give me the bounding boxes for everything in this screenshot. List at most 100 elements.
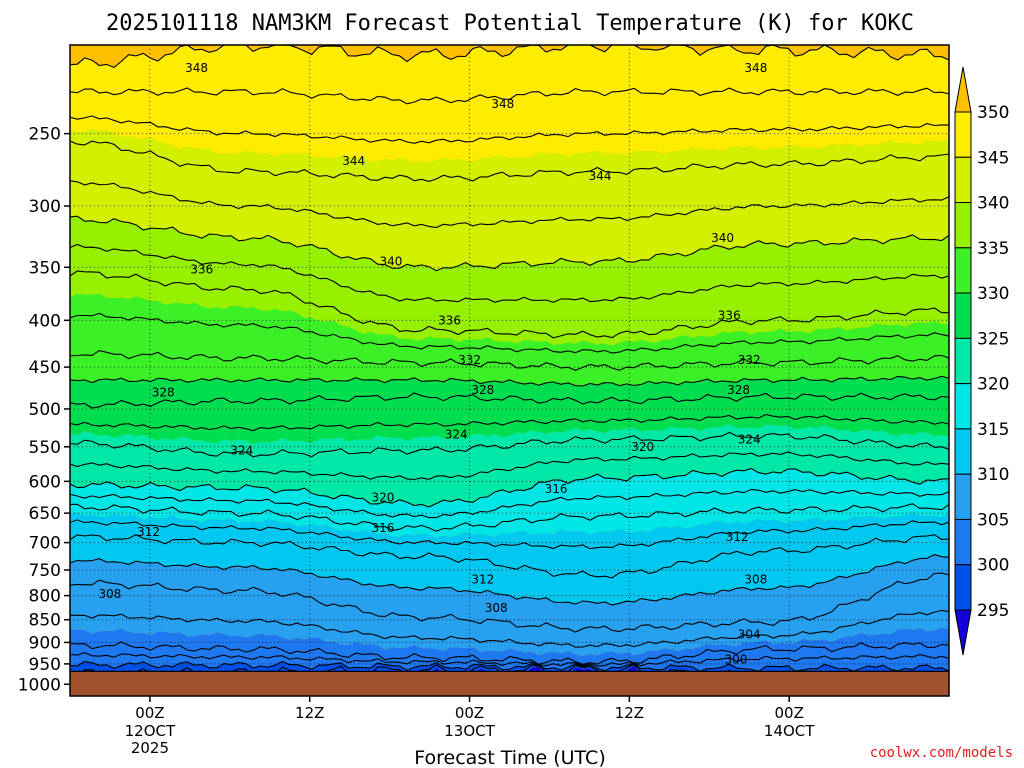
contour-label-328: 328: [152, 386, 175, 400]
x-tick-label-3: 12Z: [615, 704, 644, 722]
contour-label-328: 328: [471, 383, 494, 397]
contour-label-336: 336: [438, 313, 461, 327]
x-tick-label-1: 12Z: [295, 704, 324, 722]
contour-label-324: 324: [738, 433, 761, 447]
isentrope-342: [70, 180, 949, 229]
isentrope-322: [70, 451, 949, 481]
contour-label-320: 320: [631, 440, 654, 454]
contour-label-344: 344: [342, 154, 365, 168]
isentrope-300: [70, 660, 949, 672]
colorbar-min-triangle: [954, 609, 972, 656]
y-tick-label-950: 950: [29, 655, 61, 675]
contour-label-312: 312: [137, 525, 160, 539]
contour-label-300: 300: [724, 653, 747, 667]
isentrope-336: [70, 270, 949, 339]
y-tick-label-650: 650: [29, 504, 61, 524]
colorbar-label-325: 325: [977, 329, 1009, 349]
chart-title: 2025101118 NAM3KM Forecast Potential Tem…: [106, 11, 914, 36]
theta-band-3: [70, 554, 949, 656]
credit-text: coolwx.com/models: [870, 745, 1013, 761]
theta-band-11: [70, 45, 949, 163]
contour-label-332: 332: [738, 353, 761, 367]
x-tick-date-2: 13OCT: [444, 722, 495, 740]
isentrope-350: [70, 45, 949, 69]
colorbar-max-triangle: [954, 66, 972, 113]
colorbar-label-350: 350: [977, 103, 1009, 123]
colorbar-swatch-1: [954, 156, 972, 204]
isentrope-312: [70, 534, 949, 579]
isentrope-318: [70, 488, 949, 519]
colorbar-label-295: 295: [977, 601, 1009, 621]
theta-band-8: [70, 293, 949, 386]
x-tick-label-4: 00Z: [774, 704, 803, 722]
contour-label-344: 344: [589, 169, 612, 183]
colorbar-swatch-4: [954, 292, 972, 339]
contour-label-336: 336: [718, 308, 741, 322]
isentrope-316: [70, 503, 949, 532]
isentrope-348: [70, 87, 949, 105]
contour-label-328: 328: [727, 383, 750, 397]
isentrope-344: [70, 140, 949, 182]
contour-label-312: 312: [471, 572, 494, 586]
isentrope-306: [70, 609, 949, 648]
y-tick-label-700: 700: [29, 534, 61, 554]
colorbar-swatch-5: [954, 337, 972, 385]
colorbar-swatch-7: [954, 428, 972, 475]
theta-band-4: [70, 512, 949, 605]
theta-band-5: [70, 468, 949, 538]
theta-band-10: [70, 128, 949, 271]
isentrope-314: [70, 519, 949, 550]
y-tick-label-500: 500: [29, 400, 61, 420]
contour-label-348: 348: [185, 61, 208, 75]
y-tick-label-1000: 1000: [18, 675, 61, 695]
contour-label-320: 320: [372, 491, 395, 505]
x-tick-label-0: 00Z: [135, 704, 164, 722]
theta-band-12: [70, 45, 949, 68]
y-tick-label-400: 400: [29, 311, 61, 331]
theta-band-9: [70, 216, 949, 346]
isentrope-302: [70, 652, 949, 667]
plot-frame: [69, 44, 950, 697]
colorbar-label-340: 340: [977, 194, 1009, 214]
colorbar-label-345: 345: [977, 148, 1009, 168]
contour-label-308: 308: [744, 572, 767, 586]
colorbar-swatch-9: [954, 518, 972, 566]
y-tick-label-800: 800: [29, 587, 61, 607]
colorbar-label-305: 305: [977, 510, 1009, 530]
colorbar-swatch-0: [954, 111, 972, 158]
colorbar-label-315: 315: [977, 420, 1009, 440]
theta-band-7: [70, 376, 949, 444]
isentrope-340: [70, 215, 949, 272]
y-axis: 2503003504004505005506006507007508008509…: [18, 125, 70, 695]
colorbar-swatch-2: [954, 202, 972, 249]
isentrope-346: [70, 115, 949, 144]
isentrope-332: [70, 350, 949, 371]
isentrope-334: [70, 312, 949, 354]
ground: [70, 671, 949, 696]
y-tick-label-600: 600: [29, 472, 61, 492]
x-tick-date-4: 14OCT: [764, 722, 815, 740]
plot-area: 348 348 348 344 344 340 340 336 336 336 332 332 328 3…: [70, 45, 949, 696]
colorbar: 295 300 305 310 315 320 325 330 335 340 345 350: [954, 66, 1009, 656]
y-tick-label-900: 900: [29, 633, 61, 653]
isentrope-320: [70, 467, 949, 508]
colorbar-label-310: 310: [977, 465, 1009, 485]
contour-label-316: 316: [545, 482, 568, 496]
contour-label-308: 308: [485, 601, 508, 615]
isentrope-308: [70, 572, 949, 633]
isentrope-330: [70, 375, 949, 387]
x-tick-label-2: 00Z: [455, 704, 484, 722]
isentrope-324: [70, 431, 949, 458]
isentrope-338: [70, 243, 949, 303]
contour-label-340: 340: [711, 231, 734, 245]
y-tick-label-250: 250: [29, 125, 61, 145]
colorbar-swatch-10: [954, 564, 972, 611]
contour-label-312: 312: [726, 530, 749, 544]
contour-label-348: 348: [744, 61, 767, 75]
colorbar-swatch-6: [954, 383, 972, 430]
contour-label-304: 304: [738, 627, 761, 641]
isentrope-310: [70, 554, 949, 606]
x-axis-label: Forecast Time (UTC): [414, 747, 605, 768]
